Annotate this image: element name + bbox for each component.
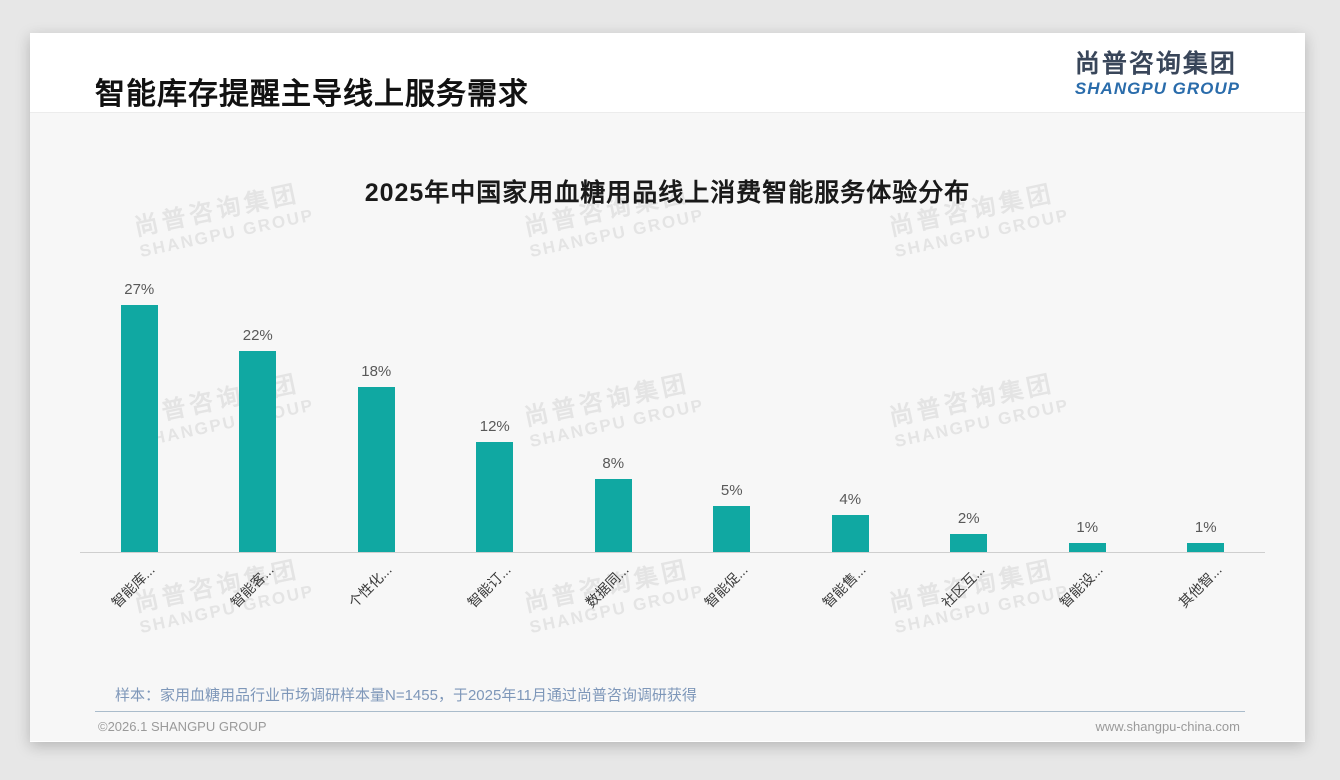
bar [239,351,277,552]
logo-en-text: SHANGPU GROUP [1074,78,1240,98]
x-axis-line [80,552,1265,553]
copyright-text: ©2026.1 SHANGPU GROUP [98,719,267,734]
x-axis-label: 数据同... [582,561,632,611]
bar [1068,543,1106,552]
bar-value-label: 1% [1194,519,1217,536]
footer: ©2026.1 SHANGPU GROUP www.shangpu-china.… [98,719,1240,734]
bar-value-label: 5% [720,482,743,499]
bar-column: 12% [436,262,555,552]
bar-chart: 27% 22% 18% 12% 8% 5% 4% 2% 1% 1% 智能库... 智能客... 个性化… [80,113,1265,741]
x-axis-labels: 智能库... 智能客... 个性化... 智能订... 数据同... 智能促... 智能售.… [80,560,1265,640]
slide-body: 尚普咨询集团 SHANGPU GROUP 尚普咨询集团 SHANGPU GROUP … [30,113,1305,741]
x-axis-label: 个性化... [345,561,395,611]
bar-column: 27% [80,262,199,552]
x-axis-label: 智能库... [108,561,158,611]
x-axis-label: 社区互... [938,561,988,611]
bar-column: 8% [554,262,673,552]
bar [357,387,395,552]
bar [120,305,158,552]
bar [950,534,988,552]
slide-card: 智能库存提醒主导线上服务需求 尚普咨询集团 SHANGPU GROUP 尚普咨询… [30,33,1305,742]
bar-column: 5% [673,262,792,552]
bar [476,442,514,552]
bar-column: 1% [1147,262,1266,552]
bar-value-label: 8% [602,455,625,472]
bar-value-label: 27% [124,281,155,298]
bar-column: 4% [791,262,910,552]
x-axis-label: 智能客... [227,561,277,611]
bar-column: 2% [910,262,1029,552]
logo-cn-text: 尚普咨询集团 [1074,50,1237,78]
bars-row: 27% 22% 18% 12% 8% 5% 4% 2% 1% 1% [80,262,1265,552]
bar [713,506,751,552]
x-axis-label: 其他智... [1175,561,1225,611]
bar [1187,543,1225,552]
bar-column: 22% [199,262,318,552]
bar-value-label: 12% [479,418,510,435]
slide-header: 智能库存提醒主导线上服务需求 尚普咨询集团 SHANGPU GROUP [30,33,1305,113]
bar [831,515,869,552]
x-axis-label: 智能设... [1056,561,1106,611]
x-axis-label: 智能促... [701,561,751,611]
website-link[interactable]: www.shangpu-china.com [1095,719,1240,734]
company-logo: 尚普咨询集团 SHANGPU GROUP [1074,50,1240,98]
bar-value-label: 1% [1076,519,1099,536]
bar [594,479,632,552]
bar-column: 1% [1028,262,1147,552]
bar-column: 18% [317,262,436,552]
bar-value-label: 2% [957,510,980,527]
chart-title: 2025年中国家用血糖用品线上消费智能服务体验分布 [364,179,971,207]
x-axis-label: 智能售... [819,561,869,611]
sample-note: 样本：家用血糖用品行业市场调研样本量N=1455，于2025年11月通过尚普咨询… [115,687,697,704]
bar-value-label: 18% [361,363,392,380]
bar-value-label: 22% [242,327,273,344]
footer-divider [95,711,1245,712]
bar-value-label: 4% [839,491,862,508]
page-title: 智能库存提醒主导线上服务需求 [95,78,529,111]
x-axis-label: 智能订... [464,561,514,611]
